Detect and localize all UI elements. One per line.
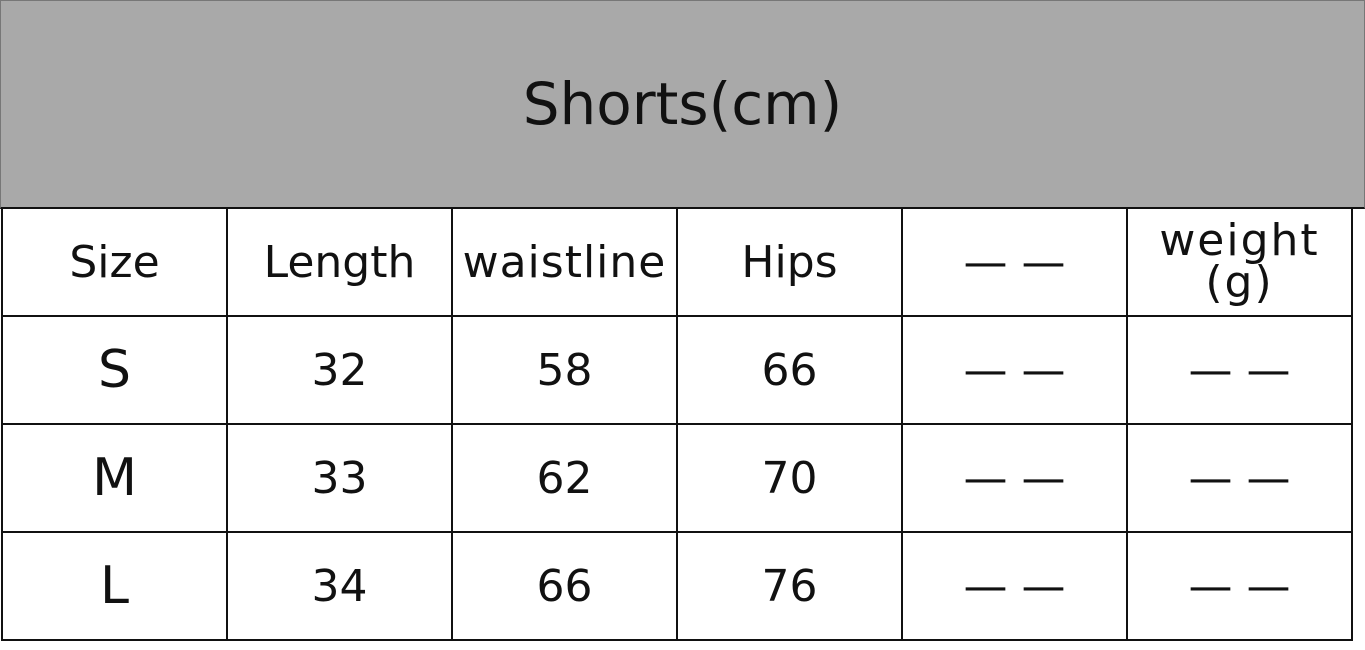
cell-waistline: 58 — [451, 315, 678, 425]
cell-waistline: 66 — [451, 531, 678, 641]
table-row: L 34 66 76 — — — — — [1, 531, 1353, 641]
header-blank: — — — [901, 207, 1128, 317]
cell-length: 33 — [226, 423, 453, 533]
cell-length: 34 — [226, 531, 453, 641]
cell-weight: — — — [1126, 531, 1353, 641]
cell-blank: — — — [901, 423, 1128, 533]
cell-size: L — [1, 531, 228, 641]
table-row: S 32 58 66 — — — — — [1, 315, 1353, 425]
cell-hips: 66 — [676, 315, 903, 425]
header-length: Length — [226, 207, 453, 317]
cell-waistline: 62 — [451, 423, 678, 533]
header-weight-unit: (g) — [1205, 257, 1274, 308]
header-hips: Hips — [676, 207, 903, 317]
table-row: M 33 62 70 — — — — — [1, 423, 1353, 533]
header-size: Size — [1, 207, 228, 317]
table-title: Shorts(cm) — [0, 0, 1365, 209]
cell-weight: — — — [1126, 315, 1353, 425]
cell-size: S — [1, 315, 228, 425]
size-chart-table: Size Length waistline Hips — — weight (g)… — [1, 207, 1353, 641]
cell-blank: — — — [901, 315, 1128, 425]
header-weight-label: weight — [1159, 215, 1320, 266]
cell-hips: 70 — [676, 423, 903, 533]
header-weight: weight (g) — [1126, 207, 1353, 317]
header-waistline: waistline — [451, 207, 678, 317]
cell-size: M — [1, 423, 228, 533]
cell-length: 32 — [226, 315, 453, 425]
header-row: Size Length waistline Hips — — weight (g) — [1, 207, 1353, 317]
cell-hips: 76 — [676, 531, 903, 641]
cell-weight: — — — [1126, 423, 1353, 533]
cell-blank: — — — [901, 531, 1128, 641]
